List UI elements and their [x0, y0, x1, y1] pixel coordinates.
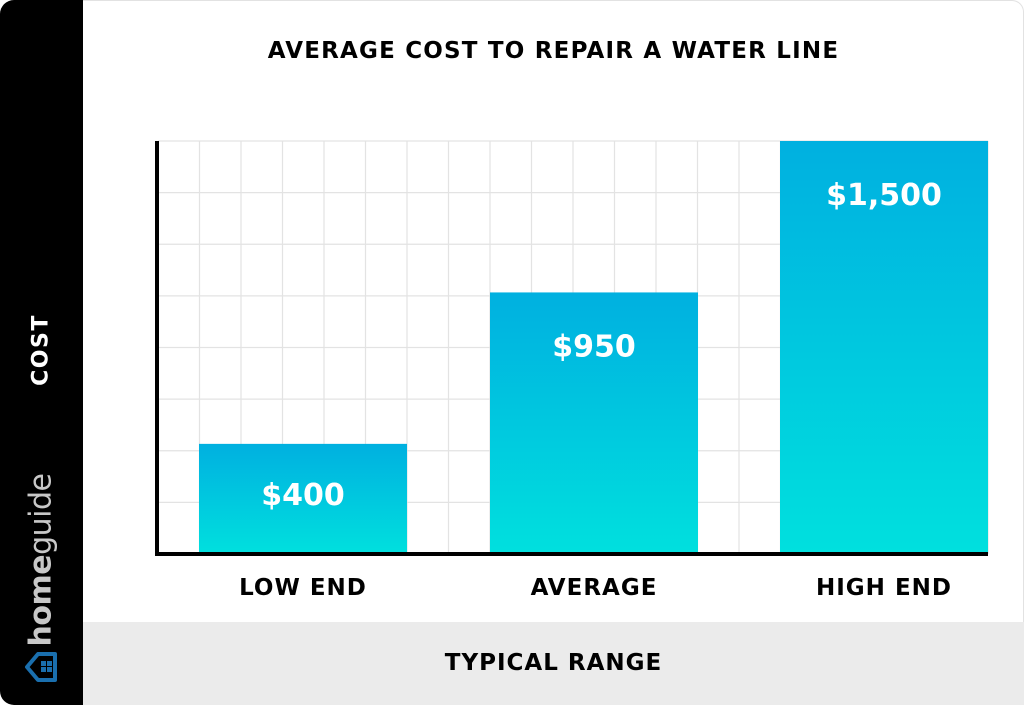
bar-low-end	[199, 443, 407, 554]
data-label: $950	[552, 329, 636, 364]
bar-average	[490, 292, 698, 554]
sidebar: COST homeguide	[0, 0, 83, 705]
chart-title: AVERAGE COST TO REPAIR A WATER LINE	[267, 38, 840, 64]
data-label: $400	[261, 478, 345, 513]
data-label: $1,500	[826, 178, 942, 213]
category-label: HIGH END	[816, 575, 952, 601]
category-label: LOW END	[239, 575, 367, 601]
x-axis-label: TYPICAL RANGE	[444, 650, 663, 676]
x-axis-band: TYPICAL RANGE	[83, 622, 1024, 705]
bar-high-end	[780, 141, 988, 554]
house-icon	[25, 652, 57, 682]
category-label: AVERAGE	[531, 575, 658, 601]
